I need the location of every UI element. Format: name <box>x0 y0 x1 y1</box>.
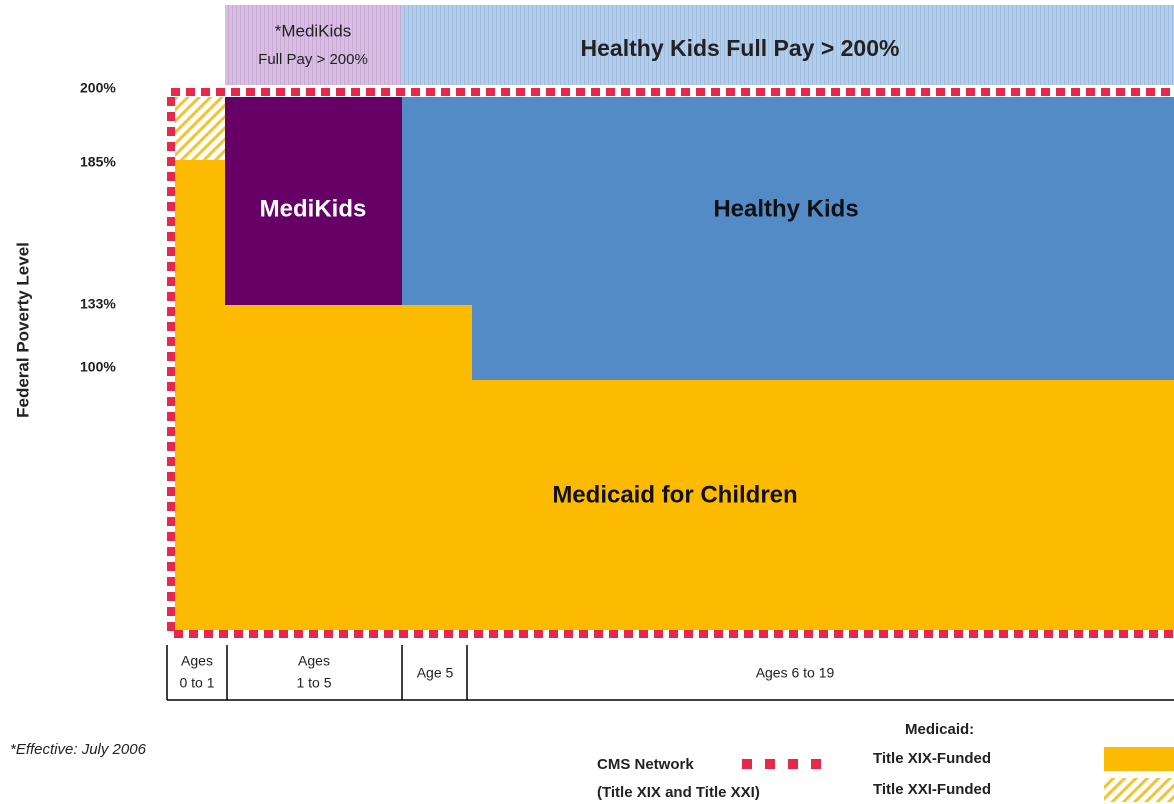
legend-swatch <box>1104 747 1174 771</box>
y-axis-label: Federal Poverty Level <box>13 242 32 418</box>
legend-label: (Title XIX and Title XXI) <box>597 784 760 801</box>
legend-swatch <box>742 759 821 769</box>
age-label: Ages 6 to 19 <box>756 665 835 681</box>
legend-swatch <box>1104 778 1174 802</box>
legend-title: Medicaid: <box>905 721 974 738</box>
region-label: Healthy Kids <box>713 195 858 222</box>
age-label: Ages <box>298 653 330 669</box>
medicaid-region <box>175 160 1174 630</box>
tick-label: 200% <box>80 80 116 96</box>
cms-network-border <box>167 88 1174 638</box>
tick-label: 185% <box>80 154 116 170</box>
age-label: 0 to 1 <box>179 675 214 691</box>
medikids-region <box>225 97 402 305</box>
healthy-kids-region <box>402 97 1174 380</box>
region-label: Medicaid for Children <box>552 481 797 508</box>
legend-label: Title XIX-Funded <box>873 750 991 767</box>
legend-label: CMS Network <box>597 756 694 773</box>
region-label: MediKids <box>260 195 367 222</box>
header-text: Full Pay > 200% <box>258 51 368 68</box>
tick-label: 100% <box>80 359 116 375</box>
age-label: 1 to 5 <box>296 675 331 691</box>
legend-label: Title XXI-Funded <box>873 781 991 798</box>
title-xxi-region <box>175 97 225 160</box>
medikids-full-pay-box <box>225 5 402 85</box>
age-axis <box>166 645 1174 701</box>
age-label: Ages <box>181 653 213 669</box>
footnote: *Effective: July 2006 <box>10 741 147 758</box>
header-text: *MediKids <box>275 21 352 40</box>
header-text: Healthy Kids Full Pay > 200% <box>581 35 900 61</box>
tick-label: 133% <box>80 296 116 312</box>
healthy-kids-full-pay-box <box>402 5 1174 85</box>
age-label: Age 5 <box>417 665 454 681</box>
